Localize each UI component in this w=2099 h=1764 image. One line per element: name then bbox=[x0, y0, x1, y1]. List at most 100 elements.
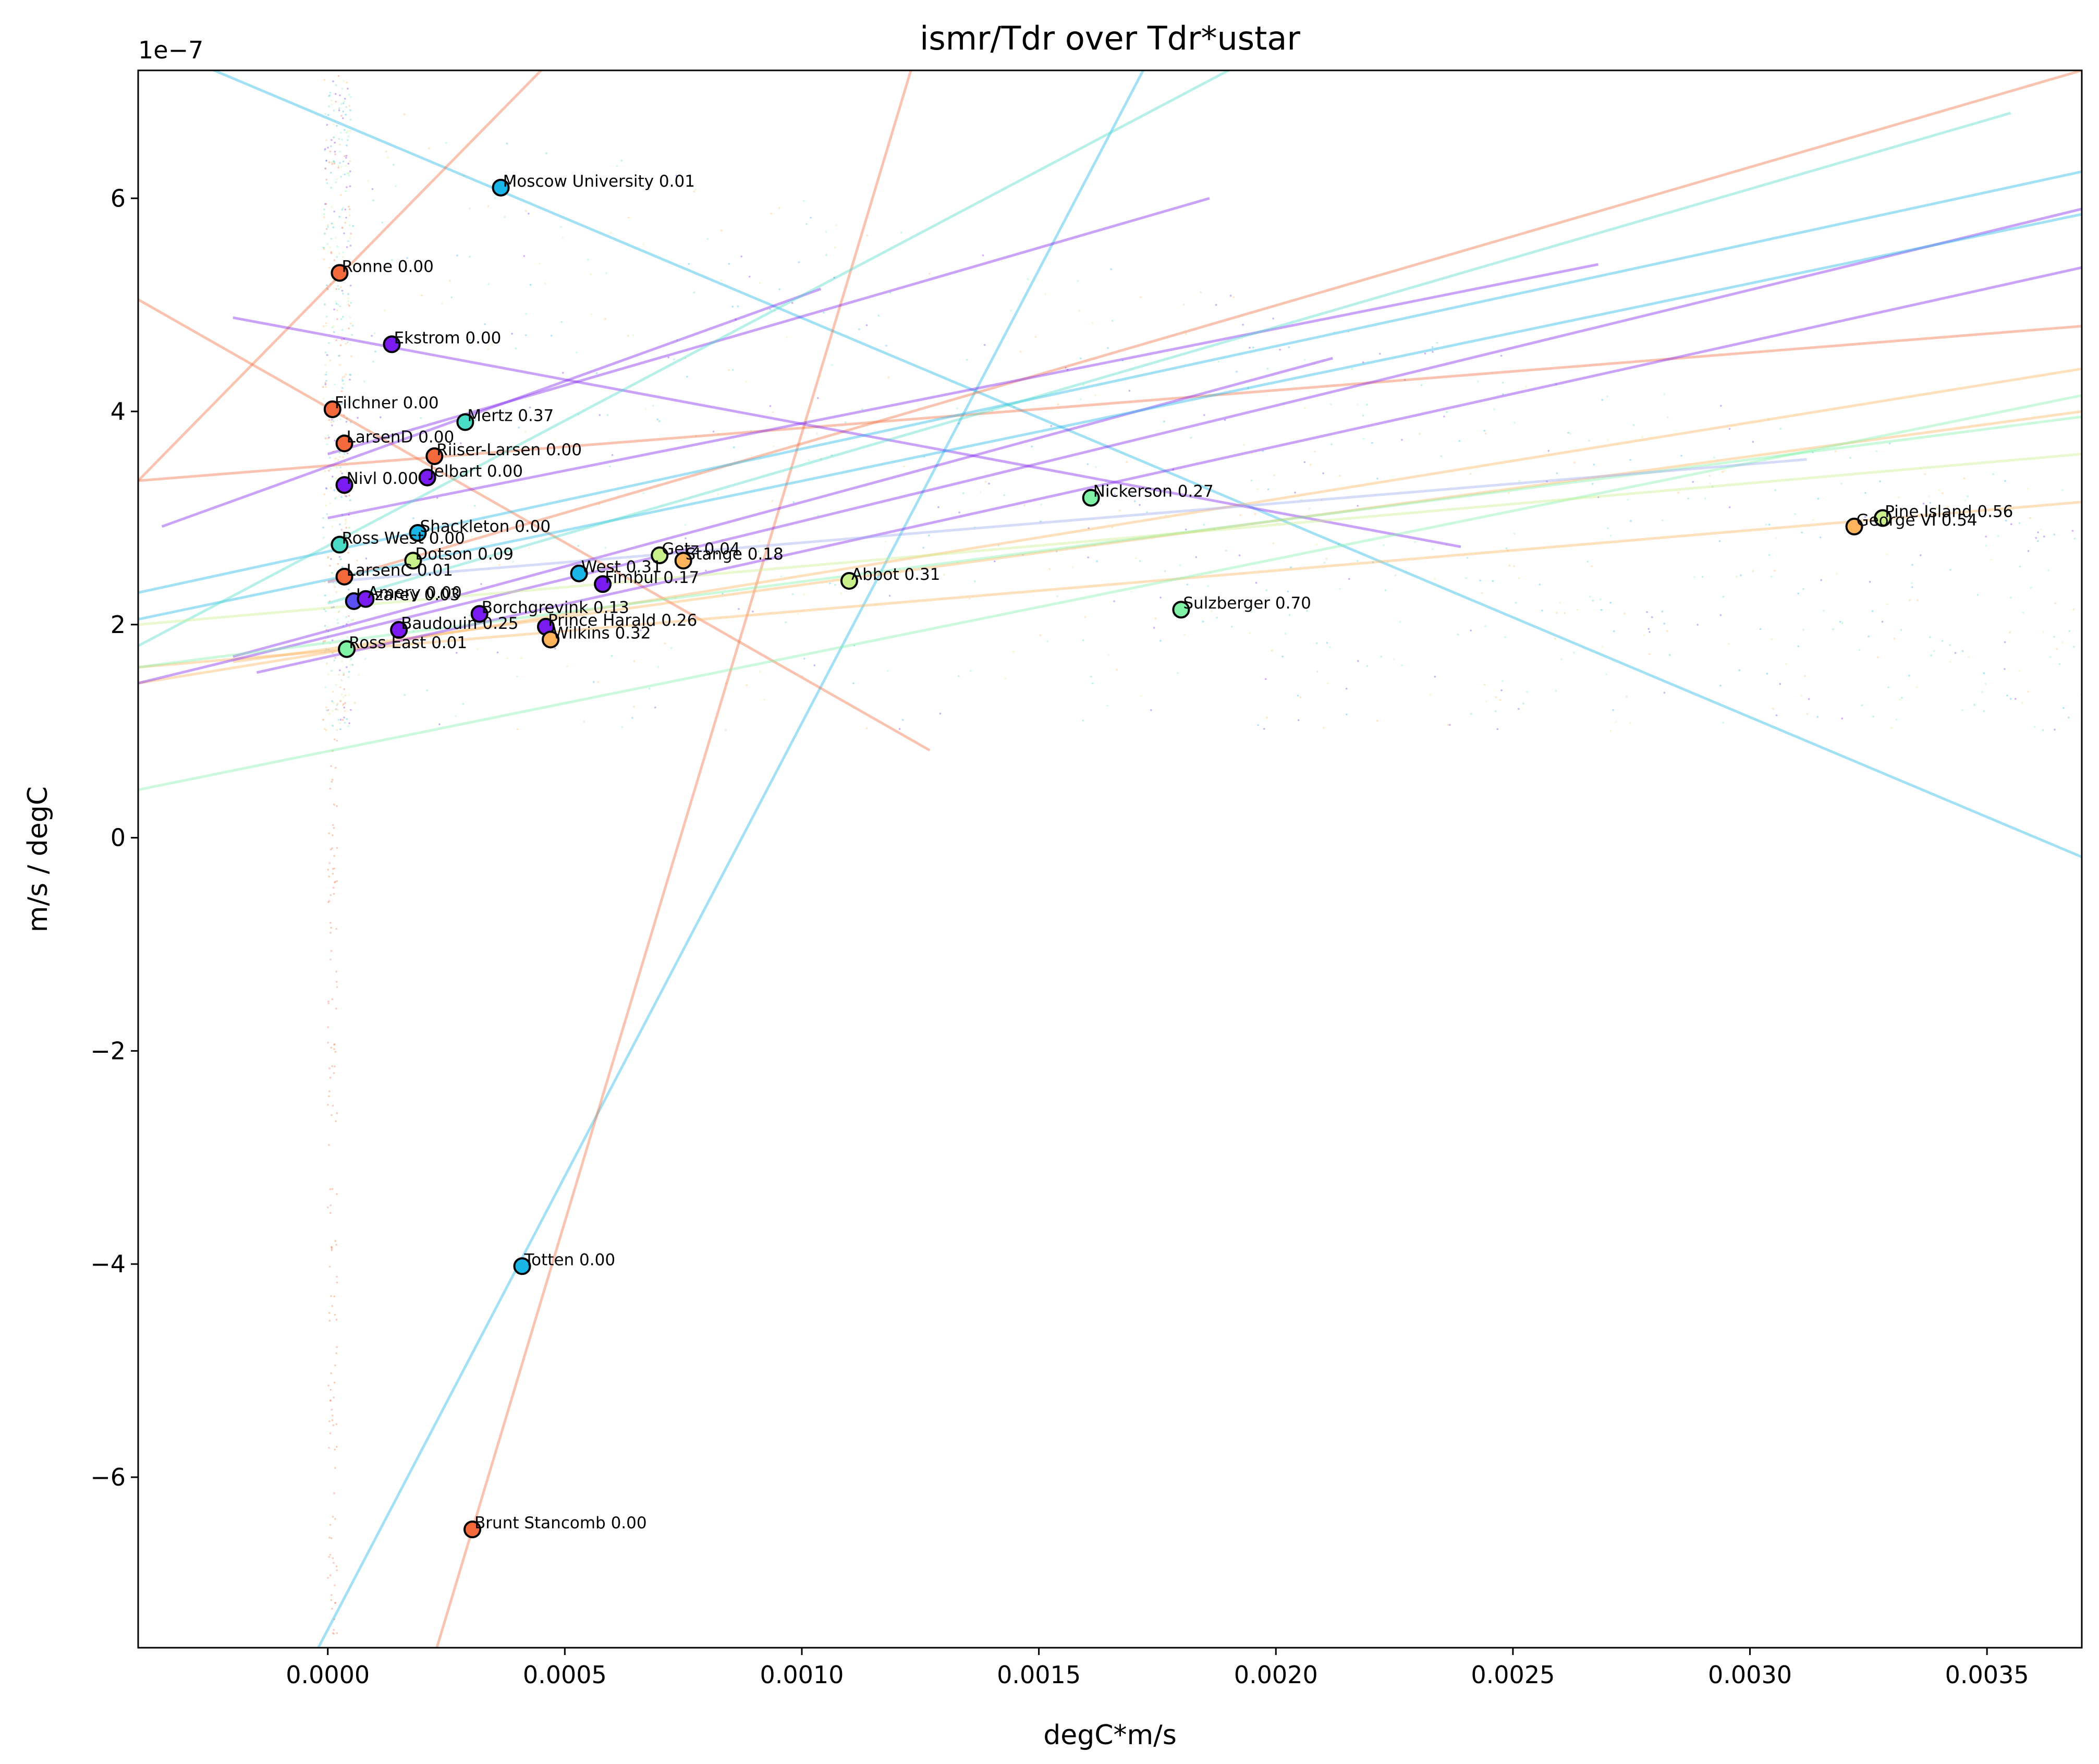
cloud-dot bbox=[1992, 473, 1995, 476]
cloud-dot bbox=[2018, 670, 2020, 672]
cloud-dot bbox=[1606, 395, 1608, 398]
cloud-dot bbox=[329, 564, 331, 567]
cloud-dot bbox=[339, 700, 341, 702]
cloud-dot bbox=[1569, 432, 1571, 435]
cloud-dot bbox=[338, 722, 341, 724]
cloud-dot bbox=[1547, 449, 1550, 452]
cloud-dot bbox=[328, 1420, 331, 1422]
cloud-dot bbox=[421, 294, 423, 297]
cloud-dot bbox=[1470, 629, 1472, 632]
cloud-dot bbox=[333, 331, 335, 333]
cloud-dot bbox=[529, 406, 531, 409]
cloud-dot bbox=[1420, 384, 1423, 386]
cloud-dot bbox=[1250, 479, 1253, 482]
cloud-dot bbox=[750, 430, 752, 432]
cloud-dot bbox=[334, 153, 336, 155]
cloud-dot bbox=[1276, 522, 1278, 525]
cloud-dot bbox=[330, 765, 332, 768]
cloud-dot bbox=[372, 199, 374, 202]
cloud-dot bbox=[344, 98, 346, 100]
cloud-dot bbox=[343, 100, 345, 103]
cloud-dot bbox=[332, 750, 334, 752]
cloud-dot bbox=[333, 420, 335, 422]
cloud-dot bbox=[349, 626, 351, 628]
cloud-dot bbox=[528, 212, 530, 215]
cloud-dot bbox=[448, 549, 450, 552]
cloud-dot bbox=[341, 719, 344, 721]
cloud-dot bbox=[620, 160, 623, 162]
cloud-dot bbox=[480, 583, 482, 585]
cloud-dot bbox=[412, 517, 414, 519]
cloud-dot bbox=[334, 1584, 336, 1587]
cloud-dot bbox=[2027, 550, 2030, 552]
cloud-dot bbox=[342, 251, 344, 253]
cloud-dot bbox=[1154, 617, 1157, 619]
cloud-dot bbox=[1457, 634, 1459, 636]
cloud-dot bbox=[2009, 698, 2012, 700]
cloud-dot bbox=[329, 1212, 332, 1214]
ice-shelf-point: Borchgrevink 0.13 bbox=[470, 598, 629, 623]
cloud-dot bbox=[2037, 531, 2039, 533]
cloud-dot bbox=[737, 305, 739, 308]
point-label: Totten 0.00 bbox=[524, 1250, 616, 1269]
cloud-dot bbox=[1668, 654, 1671, 656]
cloud-dot bbox=[329, 1400, 332, 1402]
cloud-dot bbox=[621, 726, 624, 728]
point-label: Nivl 0.00 bbox=[347, 469, 419, 488]
cloud-dot bbox=[350, 619, 352, 622]
ice-shelf-point: Ross East 0.01 bbox=[338, 634, 467, 658]
cloud-dot bbox=[346, 81, 348, 84]
cloud-dot bbox=[725, 682, 727, 684]
cloud-dot bbox=[346, 666, 348, 668]
cloud-dot bbox=[991, 409, 994, 412]
cloud-dot bbox=[327, 709, 330, 711]
cloud-dot bbox=[333, 279, 335, 282]
cloud-dot bbox=[337, 719, 340, 721]
cloud-dot bbox=[322, 719, 324, 721]
cloud-dot bbox=[1484, 625, 1486, 627]
cloud-dot bbox=[1494, 710, 1497, 712]
cloud-dot bbox=[1267, 488, 1270, 491]
cloud-dot bbox=[330, 1594, 333, 1596]
cloud-dot bbox=[333, 162, 336, 165]
cloud-dot bbox=[2022, 612, 2024, 614]
cloud-dot bbox=[1736, 575, 1738, 578]
cloud-dot bbox=[330, 1599, 333, 1601]
cloud-dot bbox=[339, 286, 342, 288]
cloud-dot bbox=[325, 706, 327, 709]
cloud-dot bbox=[1094, 544, 1096, 546]
cloud-dot bbox=[1587, 561, 1589, 563]
cloud-dot bbox=[1153, 627, 1155, 629]
cloud-dot bbox=[1615, 721, 1617, 723]
cloud-dot bbox=[2067, 716, 2070, 719]
cloud-dot bbox=[1287, 590, 1289, 593]
cloud-dot bbox=[1911, 582, 1913, 584]
cloud-dot bbox=[334, 141, 336, 144]
ice-shelf-point: Baudouin 0.25 bbox=[390, 614, 518, 639]
ice-shelf-point: Ekstrom 0.00 bbox=[383, 329, 501, 354]
cloud-dot bbox=[325, 325, 327, 327]
cloud-dot bbox=[1514, 421, 1516, 424]
cloud-dot bbox=[1328, 646, 1331, 649]
cloud-dot bbox=[633, 705, 635, 708]
cloud-dot bbox=[332, 326, 334, 329]
cloud-dot bbox=[325, 371, 327, 373]
cloud-dot bbox=[323, 374, 326, 376]
cloud-dot bbox=[340, 176, 342, 178]
cloud-dot bbox=[1254, 513, 1256, 515]
cloud-dot bbox=[1431, 346, 1434, 348]
cloud-dot bbox=[330, 1372, 332, 1374]
cloud-dot bbox=[1893, 637, 1896, 640]
cloud-dot bbox=[335, 1423, 338, 1426]
cloud-dot bbox=[1034, 336, 1037, 338]
cloud-dot bbox=[327, 434, 330, 436]
cloud-dot bbox=[1384, 589, 1387, 591]
cloud-dot bbox=[324, 303, 326, 306]
cloud-dot bbox=[1376, 720, 1378, 722]
cloud-dot bbox=[1942, 492, 1944, 495]
cloud-dot bbox=[1236, 371, 1238, 373]
point-marker bbox=[542, 630, 560, 649]
cloud-dot bbox=[825, 254, 827, 256]
cloud-dot bbox=[805, 421, 807, 424]
cloud-dot bbox=[648, 687, 651, 690]
